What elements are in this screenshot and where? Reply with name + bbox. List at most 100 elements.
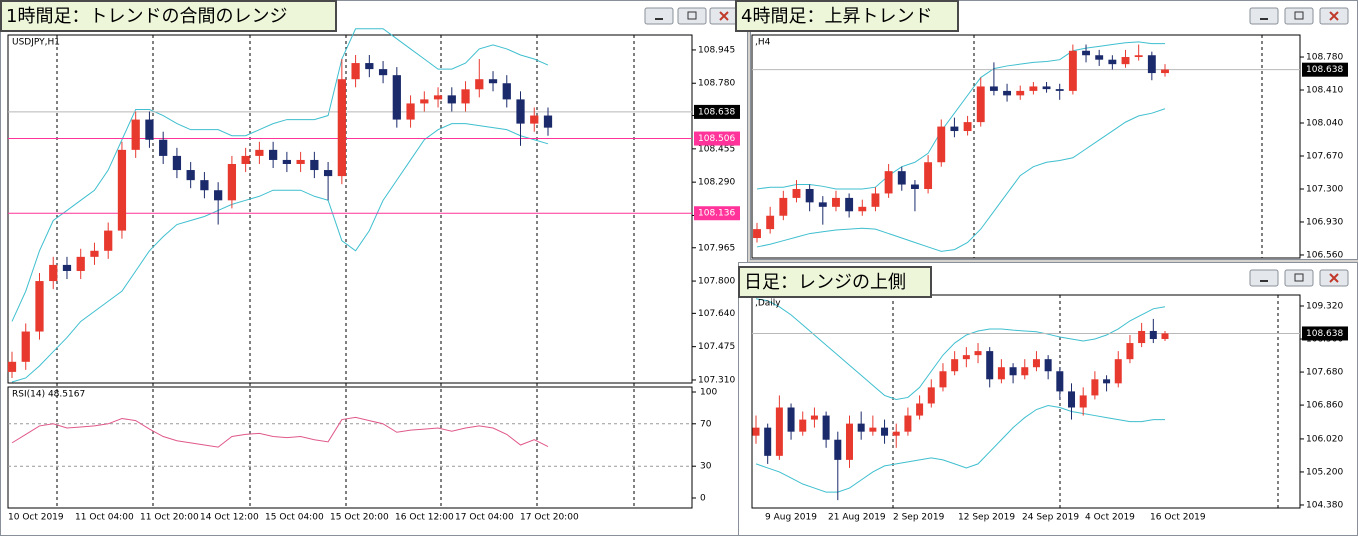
candle-body [927,387,935,404]
candle-body [857,423,865,432]
candle-body [488,79,498,84]
window-button[interactable] [1284,269,1314,287]
candle-body [351,63,360,80]
y-tick-label: 107.680 [1306,368,1343,378]
candle-body [822,415,830,440]
level-label-box [694,131,740,146]
price-label-box [1302,62,1348,77]
title-box [735,0,959,32]
candle-body [35,281,44,332]
rsi-line [11,416,549,448]
y-tick-label: 105.200 [1306,467,1343,477]
plot-area [751,34,1301,259]
rsi-panel [7,386,693,509]
candle-body [1044,359,1052,372]
candle-body [950,126,959,132]
candle-body [962,355,970,360]
window-button[interactable] [644,7,674,25]
candle-body [200,180,209,191]
y-tick-label: 107.310 [698,375,735,385]
window-title: 1時間足：トレンドの合間のレンジ [6,6,287,27]
bollinger-band [756,108,1166,252]
candle-body [924,162,933,189]
candle-body [1068,50,1077,91]
candle-body [1003,90,1012,96]
title-box [738,266,932,298]
candle-body [1091,379,1099,396]
window-title: 4時間足：上昇トレンド [741,6,932,27]
candle-body [897,171,906,185]
y-tick-label: 106.560 [1306,250,1343,260]
candle-body [775,407,783,456]
bollinger-band [755,404,1165,493]
candle-body [1114,359,1122,384]
rsi-label: RSI(14) 48.5167 [12,390,85,400]
candle-body [1134,55,1143,58]
candle-body [337,79,346,177]
candle-body [787,407,795,432]
candle-body [916,403,924,416]
candle-body [764,427,772,456]
candle-body [227,163,237,201]
candle-body [145,119,154,140]
candle-body [1042,86,1051,90]
y-tick-label: 106.020 [1306,434,1343,444]
candle-body [1149,330,1157,340]
window-button[interactable] [1249,269,1279,287]
close-icon [1329,11,1339,21]
candle-body [282,159,291,164]
candle-body [1147,55,1156,74]
candle-body [997,367,1005,380]
candle-body [752,427,760,436]
candle-body [241,155,250,164]
x-tick-label: 12 Sep 2019 [958,513,1015,523]
candle-body [858,206,867,212]
candle-body [475,79,484,90]
window-button[interactable] [677,7,707,25]
x-tick-label: 17 Oct 20:00 [520,513,579,523]
x-tick-label: 24 Sep 2019 [1022,513,1079,523]
candle-body [378,69,388,76]
y-tick-label: 108.410 [1306,86,1343,96]
candle-body [76,256,85,271]
x-tick-label: 10 Oct 2019 [8,513,64,523]
candle-body [214,190,223,201]
y-tick-label: 107.300 [1306,184,1343,194]
price-label-box [694,104,740,119]
window-button[interactable] [1249,7,1279,25]
candle-body [1055,89,1064,91]
chart-window [738,262,1358,536]
candle-body [172,155,182,171]
candle-body [1016,90,1025,96]
candle-body [881,427,889,436]
level-label-box [694,206,740,221]
title-box [0,0,337,32]
candle-body [530,115,539,124]
candle-body [805,188,814,203]
y-tick-label: 106.860 [1306,401,1343,411]
x-tick-label: 9 Aug 2019 [765,513,817,523]
candle-body [1032,359,1040,368]
rsi-tick-label: 100 [700,388,717,398]
y-tick-label: 108.945 [698,45,735,55]
candle-body [447,95,456,104]
candle-body [159,139,168,156]
price-label-box [1302,326,1348,341]
candle-body [869,427,877,432]
bollinger-band [756,41,1165,190]
rsi-tick-label: 30 [700,462,712,472]
candle-body [104,230,113,251]
level-label: 108.506 [698,134,735,144]
symbol-label: ,Daily [755,299,781,309]
candle-body [269,149,278,160]
symbol-label: ,H4 [755,38,771,48]
window-button[interactable] [1284,7,1314,25]
y-tick-label: 107.965 [698,243,735,253]
restore-icon [1294,273,1304,282]
candle-body [810,415,818,420]
price-label: 108.638 [698,107,735,117]
y-tick-label: 108.455 [698,144,735,154]
candle-body [1121,57,1130,65]
candle-body [1161,333,1169,340]
